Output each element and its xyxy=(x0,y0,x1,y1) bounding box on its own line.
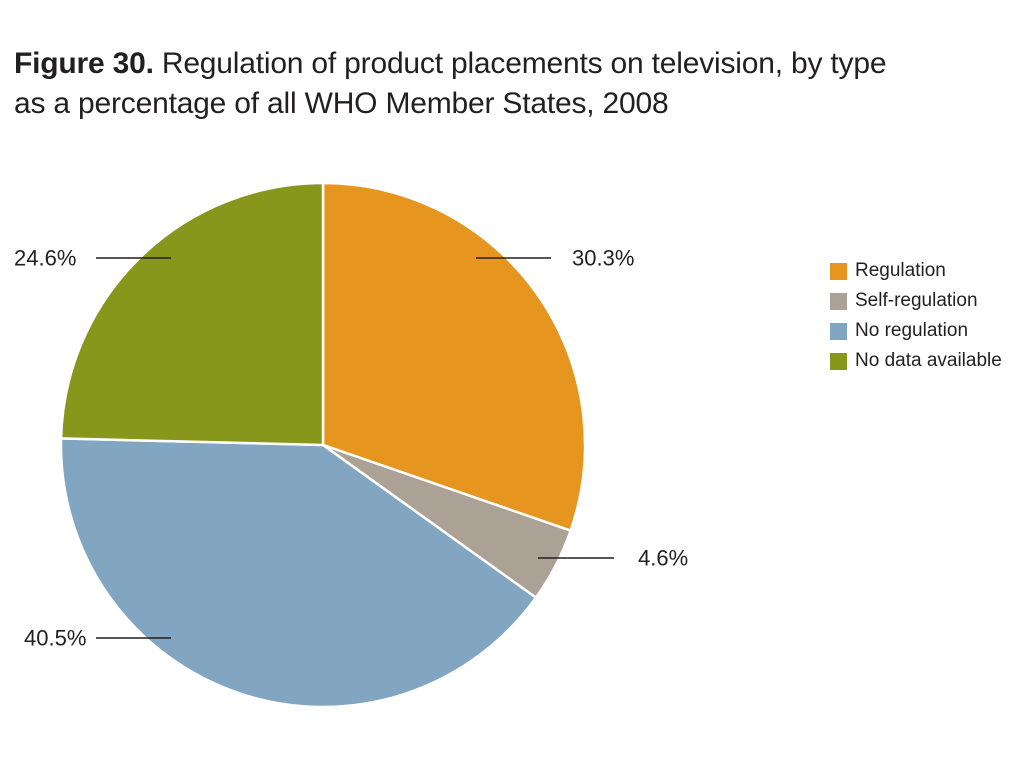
legend-item-self-regulation: Self-regulation xyxy=(830,286,1002,316)
pie-slices xyxy=(59,181,587,709)
slice-label-3: 24.6% xyxy=(14,246,76,271)
legend-swatch xyxy=(830,262,847,280)
legend-swatch xyxy=(830,352,847,370)
title-line-1: Figure 30. Regulation of product placeme… xyxy=(14,44,1004,84)
slice-labels: 30.3% 4.6% 40.5% 24.6% xyxy=(14,246,688,651)
legend-label: Self-regulation xyxy=(855,290,978,311)
legend-swatch xyxy=(830,322,847,340)
legend: Regulation Self-regulation No regulation No… xyxy=(830,256,1002,376)
legend-swatch xyxy=(830,292,847,310)
chart-title: Figure 30. Regulation of product placeme… xyxy=(14,44,1004,124)
legend-item-no-data-available: No data available xyxy=(830,346,1002,376)
title-text-1: Regulation of product placements on tele… xyxy=(161,47,887,80)
legend-item-regulation: Regulation xyxy=(830,256,1002,286)
leader-lines xyxy=(96,257,614,639)
legend-label: Regulation xyxy=(855,260,946,281)
slice-label-2: 40.5% xyxy=(24,626,86,651)
legend-label: No regulation xyxy=(855,320,969,341)
slice-label-0: 30.3% xyxy=(572,246,634,271)
pie-slice-regulation xyxy=(321,181,587,532)
pie-slice-no-regulation xyxy=(59,437,538,709)
pie-slice-no-data-available xyxy=(59,181,325,447)
figure-label: Figure 30. xyxy=(14,47,154,80)
title-line-2: as a percentage of all WHO Member States… xyxy=(14,87,669,120)
legend-item-no-regulation: No regulation xyxy=(830,316,1002,346)
slice-label-1: 4.6% xyxy=(638,546,688,571)
legend-label: No data available xyxy=(855,350,1002,371)
